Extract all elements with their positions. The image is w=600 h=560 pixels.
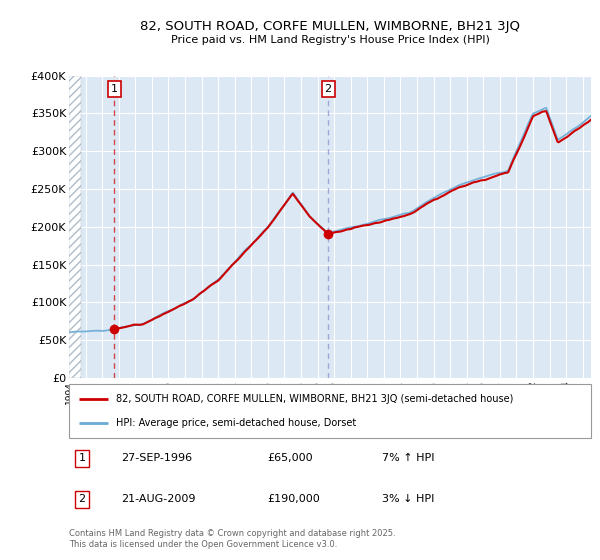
Text: 21-AUG-2009: 21-AUG-2009 [121, 494, 196, 504]
Text: 82, SOUTH ROAD, CORFE MULLEN, WIMBORNE, BH21 3JQ (semi-detached house): 82, SOUTH ROAD, CORFE MULLEN, WIMBORNE, … [116, 394, 514, 404]
Text: 7% ↑ HPI: 7% ↑ HPI [382, 454, 434, 464]
Text: Price paid vs. HM Land Registry's House Price Index (HPI): Price paid vs. HM Land Registry's House … [170, 35, 490, 45]
Text: 2: 2 [79, 494, 86, 504]
Text: £65,000: £65,000 [268, 454, 313, 464]
Text: 27-SEP-1996: 27-SEP-1996 [121, 454, 193, 464]
Text: 82, SOUTH ROAD, CORFE MULLEN, WIMBORNE, BH21 3JQ: 82, SOUTH ROAD, CORFE MULLEN, WIMBORNE, … [140, 20, 520, 32]
Text: £190,000: £190,000 [268, 494, 320, 504]
Text: HPI: Average price, semi-detached house, Dorset: HPI: Average price, semi-detached house,… [116, 418, 356, 428]
Text: 3% ↓ HPI: 3% ↓ HPI [382, 494, 434, 504]
Text: Contains HM Land Registry data © Crown copyright and database right 2025.
This d: Contains HM Land Registry data © Crown c… [69, 529, 395, 549]
Text: 1: 1 [111, 84, 118, 94]
Text: 2: 2 [325, 84, 332, 94]
Text: 1: 1 [79, 454, 86, 464]
